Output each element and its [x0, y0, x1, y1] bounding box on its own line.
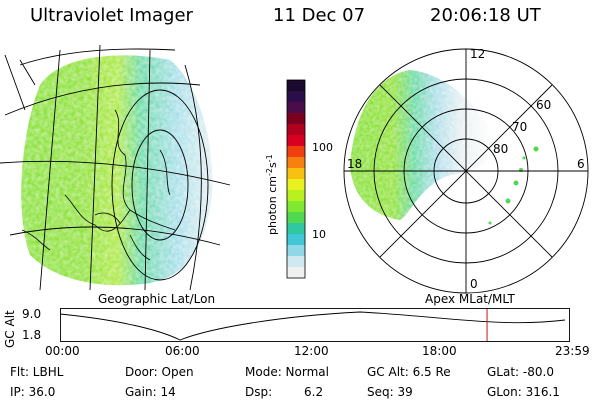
colorbar-swatch: [287, 113, 305, 125]
status-glat: GLat: -80.0: [487, 365, 554, 379]
colorbar-tick-100: 100: [312, 141, 333, 154]
colorbar-unit-label: photon cm-2s-1: [265, 154, 279, 235]
status-dsp-value: 6.2: [304, 385, 324, 399]
colorbar-swatch: [287, 91, 305, 103]
colorbar-swatch: [287, 124, 305, 136]
colorbar-tick-10: 10: [312, 228, 326, 241]
time-display: 20:06:18 UT: [430, 5, 541, 26]
status-flt: Flt: LBHL: [10, 365, 64, 379]
mlt-label-12: 12: [470, 47, 486, 61]
colorbar-swatch: [287, 234, 305, 246]
timeline-tick-0600: 06:00: [165, 344, 200, 358]
geographic-label: Geographic Lat/Lon: [98, 292, 216, 306]
timeline-y-top: 9.0: [22, 307, 42, 321]
apex-polar-plot: [343, 48, 589, 294]
status-seq: Seq: 39: [367, 385, 413, 399]
colorbar-swatch: [287, 267, 305, 279]
colorbar-swatch: [287, 256, 305, 268]
timeline-tick-2359: 23:59: [555, 344, 590, 358]
colorbar-swatch: [287, 146, 305, 158]
lat-label-80: 80: [493, 142, 509, 156]
mlt-label-18: 18: [347, 157, 363, 171]
status-gain: Gain: 14: [125, 385, 176, 399]
colorbar-swatch: [287, 245, 305, 257]
colorbar-swatch: [287, 223, 305, 235]
colorbar-swatch: [287, 157, 305, 169]
colorbar-swatch: [287, 168, 305, 180]
timeline-tick-1800: 18:00: [422, 344, 457, 358]
status-glon: GLon: 316.1: [487, 385, 560, 399]
geographic-map: [0, 45, 231, 291]
status-mode: Mode: Normal: [245, 365, 329, 379]
colorbar-swatch: [287, 212, 305, 224]
lat-label-60: 60: [536, 98, 552, 112]
timeline-y-bottom: 1.8: [22, 328, 42, 342]
date-display: 11 Dec 07: [273, 5, 366, 26]
colorbar-swatch: [287, 190, 305, 202]
status-gcalt: GC Alt: 6.5 Re: [367, 365, 451, 379]
status-door: Door: Open: [125, 365, 194, 379]
page-title: Ultraviolet Imager: [30, 5, 193, 26]
mlt-label-0: 0: [470, 277, 478, 291]
timeline-y-axis-label: GC Alt: [3, 310, 17, 348]
status-ip: IP: 36.0: [10, 385, 56, 399]
colorbar-swatch: [287, 201, 305, 213]
apex-label: Apex MLat/MLT: [425, 292, 515, 306]
colorbar: photon cm-2s-1: [265, 79, 306, 279]
colorbar-swatch: [287, 80, 305, 92]
timeline-tick-0000: 00:00: [45, 344, 80, 358]
colorbar-swatch: [287, 135, 305, 147]
status-dsp: Dsp:: [245, 385, 273, 399]
timeline-tick-1200: 12:00: [294, 344, 329, 358]
altitude-timeline: [60, 308, 570, 342]
colorbar-swatch: [287, 102, 305, 114]
mlt-label-6: 6: [577, 157, 585, 171]
lat-label-70: 70: [512, 120, 528, 134]
colorbar-swatch: [287, 179, 305, 191]
